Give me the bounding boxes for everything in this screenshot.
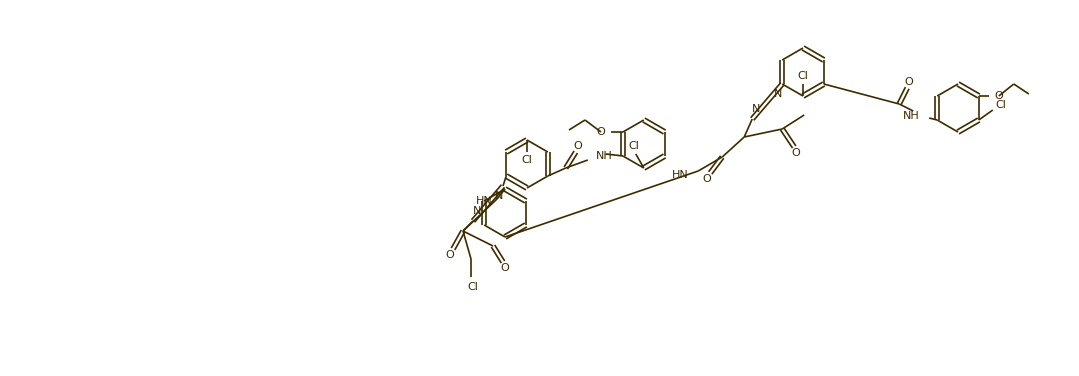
Text: O: O [597, 127, 605, 137]
Text: N: N [752, 104, 761, 114]
Text: O: O [905, 77, 914, 87]
Text: Cl: Cl [797, 71, 808, 81]
Text: HN: HN [671, 170, 688, 180]
Text: HN: HN [476, 196, 493, 206]
Text: O: O [446, 250, 454, 260]
Text: Cl: Cl [521, 155, 532, 165]
Text: N: N [495, 191, 503, 201]
Text: NH: NH [596, 151, 613, 161]
Text: N: N [774, 89, 782, 99]
Text: O: O [501, 263, 509, 273]
Text: O: O [702, 174, 711, 184]
Text: Cl: Cl [995, 100, 1007, 110]
Text: O: O [995, 91, 1003, 101]
Text: NH: NH [902, 111, 919, 121]
Text: N: N [473, 206, 481, 216]
Text: O: O [573, 141, 583, 151]
Text: Cl: Cl [628, 141, 639, 151]
Text: O: O [792, 148, 801, 158]
Text: Cl: Cl [467, 282, 478, 292]
